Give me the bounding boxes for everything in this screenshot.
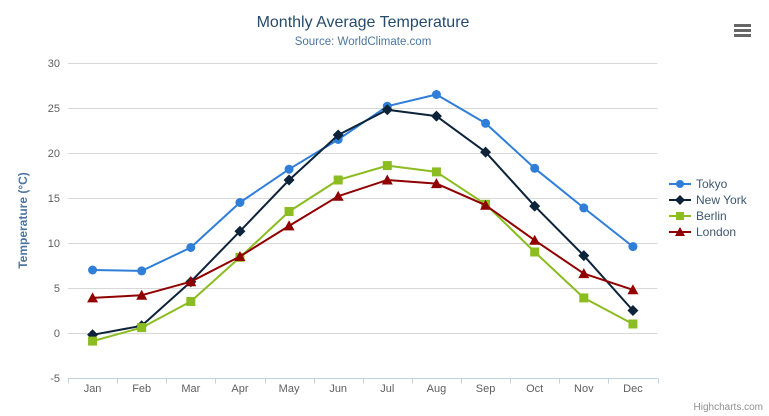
point-new-york-dec[interactable] [627,305,639,316]
x-axis-label: Sep [476,383,496,395]
legend-label: New York [696,193,747,207]
series-line-tokyo [92,93,634,272]
point-london-jul[interactable] [381,174,393,185]
x-axis-label: May [279,383,300,395]
y-axis-label: 25 [48,103,60,115]
legend-label: London [696,225,737,239]
x-axis-label: Nov [574,383,594,395]
chart-subtitle: Source: WorldClimate.com [294,36,432,48]
point-berlin-mar[interactable] [186,297,196,306]
x-axis-label: Feb [132,383,151,395]
legend-label: Tokyo [696,177,728,191]
legend-symbol-diamond-icon [669,195,691,205]
y-axis-label: 10 [48,238,60,250]
point-london-dec[interactable] [627,284,639,295]
point-new-york-sep[interactable] [480,146,492,158]
y-axis-label: 0 [54,328,60,340]
point-berlin-may[interactable] [284,207,294,216]
point-london-feb[interactable] [136,289,148,300]
point-berlin-jul[interactable] [382,161,392,171]
point-berlin-nov[interactable] [579,293,589,303]
y-axis-label: 20 [48,148,60,160]
point-berlin-jan[interactable] [88,336,98,346]
point-tokyo-nov[interactable] [579,203,589,213]
legend-symbol-square-icon [669,212,691,220]
y-axis-label: -5 [50,373,60,385]
point-tokyo-aug[interactable] [431,90,441,99]
point-new-york-aug[interactable] [430,110,442,122]
legend-item-tokyo[interactable]: Tokyo [669,176,747,192]
legend-item-new-york[interactable]: New York [669,192,747,208]
point-london-aug[interactable] [430,178,442,189]
point-london-apr[interactable] [234,251,246,261]
point-berlin-dec[interactable] [628,319,638,329]
point-new-york-oct[interactable] [529,200,541,212]
point-new-york-apr[interactable] [234,225,246,237]
series-line-new-york [92,108,634,336]
legend-marker-berlin [676,212,684,220]
legend-marker-london [675,227,685,236]
point-new-york-nov[interactable] [578,250,590,262]
legend-label: Berlin [696,209,727,223]
point-london-may[interactable] [283,220,295,231]
chart-title: Monthly Average Temperature [256,14,470,31]
point-tokyo-may[interactable] [284,164,294,174]
point-tokyo-dec[interactable] [628,242,638,252]
point-berlin-jun[interactable] [333,175,343,185]
y-axis-label: 30 [48,58,60,70]
x-axis-label: Jul [380,383,394,395]
credits-link[interactable]: Highcharts.com [693,402,763,413]
x-axis-label: Jan [84,383,102,395]
legend-marker-tokyo [676,180,684,188]
point-london-oct[interactable] [529,234,541,245]
point-tokyo-oct[interactable] [530,163,540,173]
x-axis-label: Apr [231,383,248,395]
x-axis-label: Mar [181,383,200,395]
x-axis-label: Aug [427,383,447,395]
point-tokyo-jan[interactable] [88,265,98,275]
x-axis-label: Oct [526,383,543,395]
point-london-sep[interactable] [480,199,492,210]
point-tokyo-sep[interactable] [481,118,491,128]
point-tokyo-feb[interactable] [137,266,147,276]
series-line-london [92,179,634,299]
point-london-mar[interactable] [185,276,197,287]
y-axis-label: 15 [48,193,60,205]
point-london-nov[interactable] [578,268,590,279]
point-tokyo-apr[interactable] [235,198,245,207]
point-berlin-aug[interactable] [431,167,441,177]
y-axis-title: Temperature (°C) [16,172,30,269]
point-tokyo-mar[interactable] [186,243,196,252]
point-london-jun[interactable] [332,190,344,201]
legend-marker-new-york [675,195,685,205]
point-berlin-oct[interactable] [530,247,540,257]
legend-symbol-circle-icon [669,180,691,188]
hamburger-icon [734,24,751,37]
point-london-jan[interactable] [87,292,99,303]
point-new-york-may[interactable] [283,174,295,186]
legend-item-berlin[interactable]: Berlin [669,208,747,224]
legend-item-london[interactable]: London [669,224,747,240]
legend: Tokyo New York Berlin London [669,176,747,240]
x-axis-label: Dec [623,383,643,395]
point-berlin-feb[interactable] [137,323,147,333]
y-axis-label: 5 [54,283,60,295]
point-new-york-jul[interactable] [381,104,393,116]
point-new-york-jun[interactable] [332,129,344,141]
x-axis-label: Jun [329,383,347,395]
export-menu-button[interactable] [731,15,755,37]
series-line-berlin [92,164,634,343]
legend-symbol-triangle-icon [669,227,691,236]
